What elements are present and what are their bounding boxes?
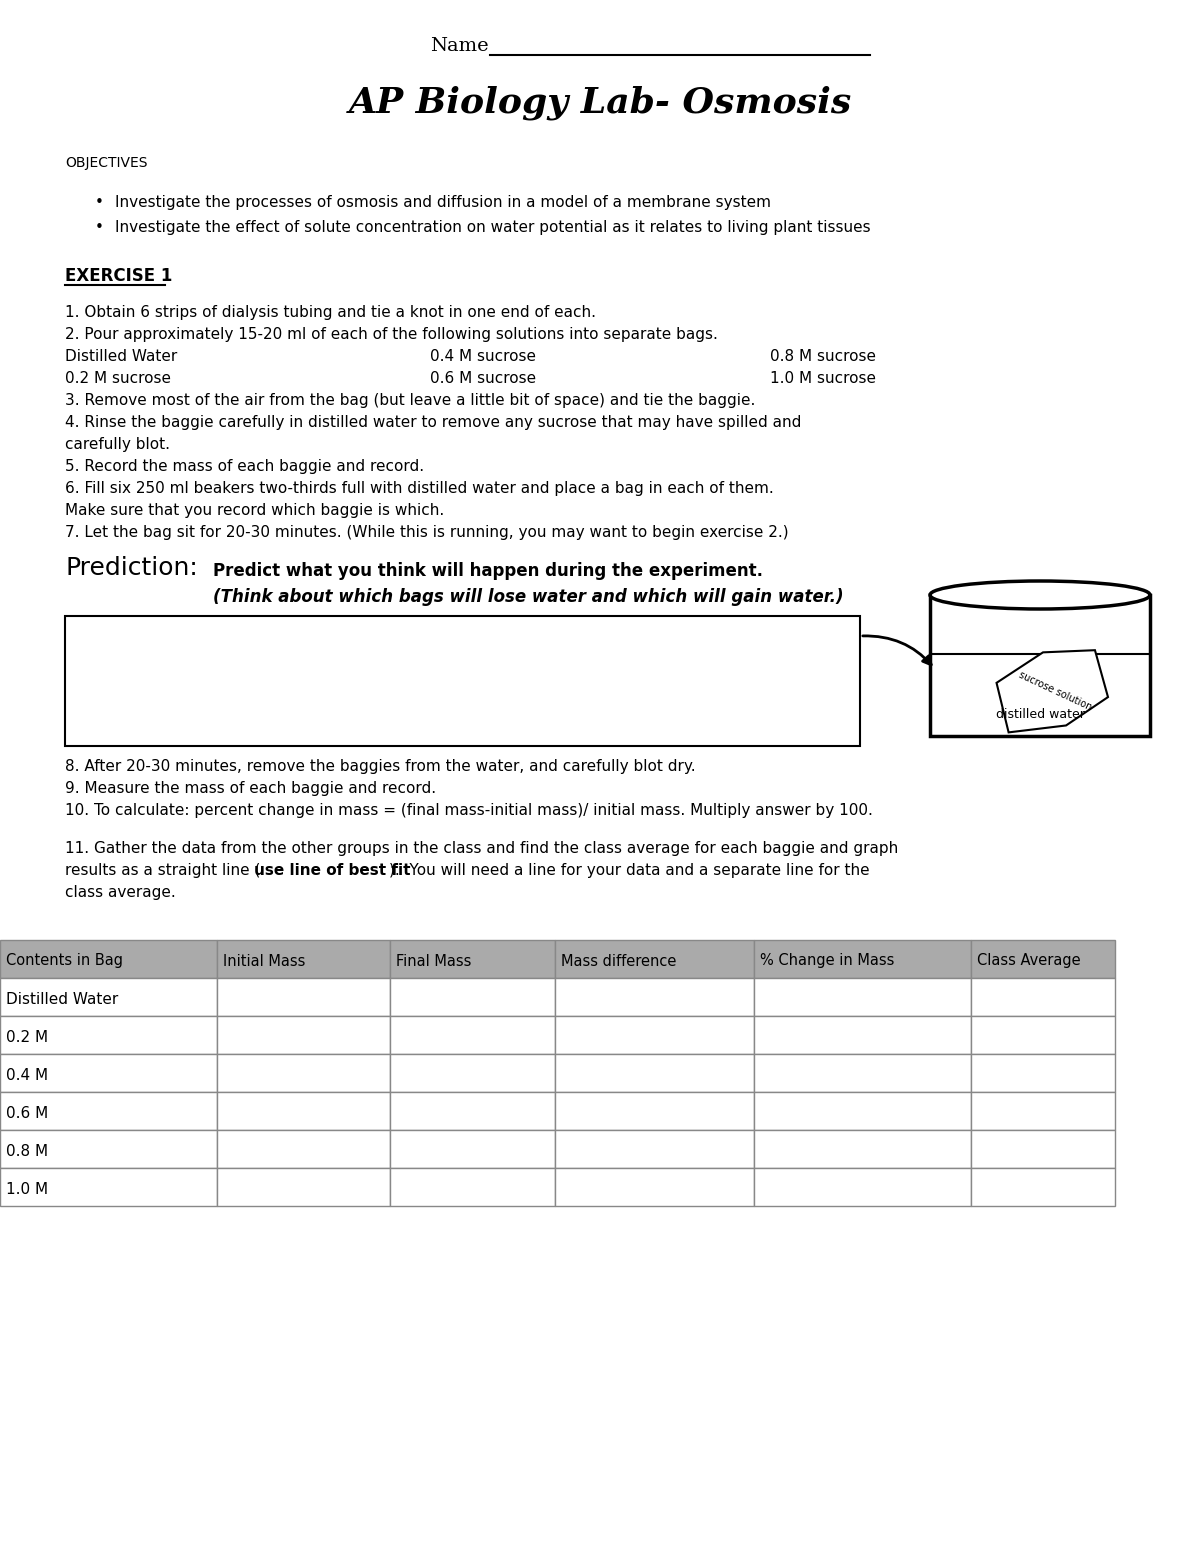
Bar — [0, 1054, 217, 1092]
Text: 7. Let the bag sit for 20-30 minutes. (While this is running, you may want to be: 7. Let the bag sit for 20-30 minutes. (W… — [65, 525, 788, 540]
Text: 1.0 M: 1.0 M — [6, 1182, 48, 1196]
Text: Predict what you think will happen during the experiment.: Predict what you think will happen durin… — [214, 562, 763, 579]
Bar — [556, 978, 754, 1016]
Bar — [971, 1016, 1115, 1054]
Text: 0.4 M: 0.4 M — [6, 1067, 48, 1082]
Bar — [754, 1131, 971, 1168]
Bar — [0, 1016, 217, 1054]
Polygon shape — [996, 651, 1108, 733]
Bar — [754, 978, 971, 1016]
Bar — [217, 1016, 390, 1054]
Text: % Change in Mass: % Change in Mass — [760, 954, 894, 969]
Text: 5. Record the mass of each baggie and record.: 5. Record the mass of each baggie and re… — [65, 460, 424, 474]
Bar — [217, 1168, 390, 1207]
Text: (Think about which bags will lose water and which will gain water.): (Think about which bags will lose water … — [214, 589, 844, 606]
Text: 8. After 20-30 minutes, remove the baggies from the water, and carefully blot dr: 8. After 20-30 minutes, remove the baggi… — [65, 759, 696, 773]
Bar — [971, 978, 1115, 1016]
Bar — [971, 1131, 1115, 1168]
Text: 0.8 M: 0.8 M — [6, 1143, 48, 1159]
Text: sucrose solution: sucrose solution — [1016, 669, 1093, 713]
Bar — [971, 1092, 1115, 1131]
Text: AP Biology Lab- Osmosis: AP Biology Lab- Osmosis — [348, 85, 852, 120]
Text: Contents in Bag: Contents in Bag — [6, 954, 124, 969]
Text: 0.6 M sucrose: 0.6 M sucrose — [430, 371, 536, 387]
Bar — [390, 1168, 556, 1207]
Text: 9. Measure the mass of each baggie and record.: 9. Measure the mass of each baggie and r… — [65, 781, 436, 797]
Text: ).  You will need a line for your data and a separate line for the: ). You will need a line for your data an… — [389, 863, 870, 877]
Bar — [0, 1131, 217, 1168]
Bar — [556, 1131, 754, 1168]
Bar — [390, 978, 556, 1016]
Text: Class Average: Class Average — [977, 954, 1081, 969]
Text: results as a straight line (: results as a straight line ( — [65, 863, 260, 877]
Text: Investigate the effect of solute concentration on water potential as it relates : Investigate the effect of solute concent… — [115, 221, 871, 235]
Text: use line of best fit: use line of best fit — [254, 863, 410, 877]
Bar — [971, 940, 1115, 978]
Bar — [0, 940, 217, 978]
Text: •: • — [95, 221, 104, 235]
Text: Distilled Water: Distilled Water — [6, 991, 119, 1006]
Text: Mass difference: Mass difference — [562, 954, 677, 969]
Text: 1. Obtain 6 strips of dialysis tubing and tie a knot in one end of each.: 1. Obtain 6 strips of dialysis tubing an… — [65, 304, 596, 320]
Text: class average.: class average. — [65, 885, 175, 901]
Bar — [556, 1092, 754, 1131]
Bar — [390, 1092, 556, 1131]
Text: Name: Name — [430, 37, 488, 54]
Text: 0.4 M sucrose: 0.4 M sucrose — [430, 349, 536, 363]
Text: 4. Rinse the baggie carefully in distilled water to remove any sucrose that may : 4. Rinse the baggie carefully in distill… — [65, 415, 802, 430]
Bar — [754, 940, 971, 978]
Text: Initial Mass: Initial Mass — [223, 954, 306, 969]
Bar — [390, 940, 556, 978]
Bar — [390, 1131, 556, 1168]
Text: 1.0 M sucrose: 1.0 M sucrose — [770, 371, 876, 387]
Bar — [754, 1016, 971, 1054]
Text: •: • — [95, 196, 104, 210]
Text: 10. To calculate: percent change in mass = (final mass-initial mass)/ initial ma: 10. To calculate: percent change in mass… — [65, 803, 872, 818]
Bar — [217, 978, 390, 1016]
Bar — [390, 1016, 556, 1054]
Bar — [217, 940, 390, 978]
Bar — [971, 1054, 1115, 1092]
Text: Make sure that you record which baggie is which.: Make sure that you record which baggie i… — [65, 503, 444, 519]
Text: 2. Pour approximately 15-20 ml of each of the following solutions into separate : 2. Pour approximately 15-20 ml of each o… — [65, 328, 718, 342]
Bar — [556, 1016, 754, 1054]
Bar — [556, 1168, 754, 1207]
Ellipse shape — [930, 581, 1150, 609]
Bar — [556, 940, 754, 978]
Text: distilled water: distilled water — [996, 708, 1085, 721]
Bar — [0, 1168, 217, 1207]
Text: 0.8 M sucrose: 0.8 M sucrose — [770, 349, 876, 363]
Bar — [390, 1054, 556, 1092]
Bar — [0, 978, 217, 1016]
Bar — [556, 1054, 754, 1092]
Bar — [754, 1054, 971, 1092]
Text: EXERCISE 1: EXERCISE 1 — [65, 267, 173, 286]
Bar — [754, 1092, 971, 1131]
Text: 11. Gather the data from the other groups in the class and find the class averag: 11. Gather the data from the other group… — [65, 842, 899, 856]
Bar — [0, 1092, 217, 1131]
Bar — [217, 1131, 390, 1168]
Text: Prediction:: Prediction: — [65, 556, 198, 579]
Bar — [930, 595, 1150, 736]
Text: 0.6 M: 0.6 M — [6, 1106, 48, 1121]
Bar — [971, 1168, 1115, 1207]
Bar — [754, 1168, 971, 1207]
Bar — [217, 1092, 390, 1131]
Text: 0.2 M: 0.2 M — [6, 1030, 48, 1045]
Text: 0.2 M sucrose: 0.2 M sucrose — [65, 371, 172, 387]
Text: Distilled Water: Distilled Water — [65, 349, 178, 363]
Bar — [65, 617, 860, 745]
Text: OBJECTIVES: OBJECTIVES — [65, 155, 148, 169]
Bar — [217, 1054, 390, 1092]
Text: carefully blot.: carefully blot. — [65, 436, 170, 452]
Text: 3. Remove most of the air from the bag (but leave a little bit of space) and tie: 3. Remove most of the air from the bag (… — [65, 393, 755, 408]
Text: Final Mass: Final Mass — [396, 954, 472, 969]
Text: Investigate the processes of osmosis and diffusion in a model of a membrane syst: Investigate the processes of osmosis and… — [115, 196, 772, 210]
Text: 6. Fill six 250 ml beakers two-thirds full with distilled water and place a bag : 6. Fill six 250 ml beakers two-thirds fu… — [65, 481, 774, 495]
